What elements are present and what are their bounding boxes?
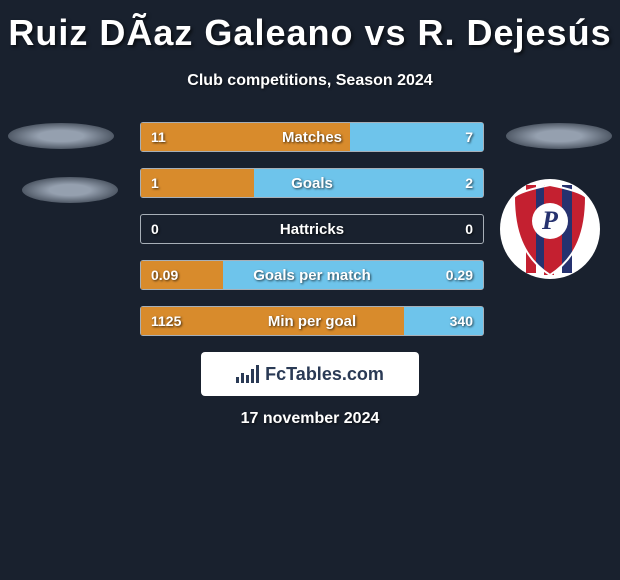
svg-text:P: P (541, 206, 559, 235)
club-crest: P (500, 179, 600, 279)
player-shadow-left-1 (8, 123, 114, 149)
bar-row: 117Matches (140, 122, 484, 152)
branding-badge: FcTables.com (201, 352, 419, 396)
bar-row: 00Hattricks (140, 214, 484, 244)
bar-chart-icon (236, 365, 259, 383)
subtitle: Club competitions, Season 2024 (0, 72, 620, 90)
bar-label: Matches (141, 123, 483, 151)
bar-label: Min per goal (141, 307, 483, 335)
bar-row: 1125340Min per goal (140, 306, 484, 336)
bar-label: Hattricks (141, 215, 483, 243)
player-shadow-left-2 (22, 177, 118, 203)
date-text: 17 november 2024 (0, 410, 620, 428)
bar-row: 0.090.29Goals per match (140, 260, 484, 290)
comparison-bars: 117Matches 12Goals 00Hattricks 0.090.29Goal… (140, 122, 484, 352)
bar-label: Goals (141, 169, 483, 197)
bar-label: Goals per match (141, 261, 483, 289)
bar-row: 12Goals (140, 168, 484, 198)
page-title: Ruiz DÃ­az Galeano vs R. Dejesús (0, 0, 620, 54)
player-shadow-right (506, 123, 612, 149)
branding-text: FcTables.com (265, 364, 384, 385)
